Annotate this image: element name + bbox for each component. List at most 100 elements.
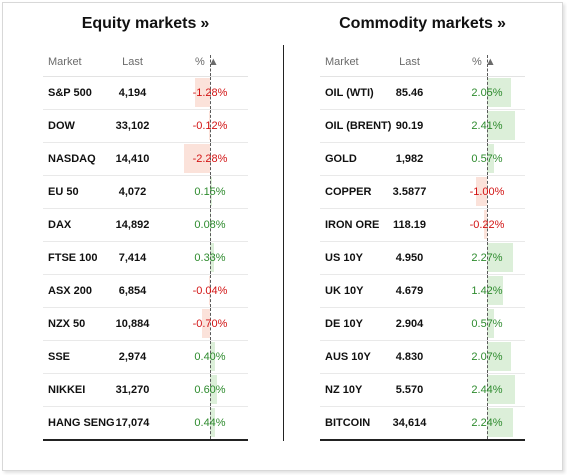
column-header-percent-sort[interactable]: % ▲ — [195, 56, 219, 68]
zero-axis-line — [210, 341, 211, 373]
column-header-market[interactable]: Market — [325, 56, 359, 68]
last-price: 90.19 — [395, 120, 424, 132]
table-row[interactable]: US 10Y 4.950 2.27% — [320, 242, 525, 275]
table-row[interactable]: IRON ORE 118.19 -0.22% — [320, 209, 525, 242]
zero-axis-line — [210, 143, 211, 175]
last-price: 4,072 — [118, 186, 147, 198]
percent-change-bar — [487, 309, 494, 338]
percent-change-bar — [210, 243, 214, 272]
last-price: 2,974 — [118, 351, 147, 363]
market-name: BITCOIN — [325, 417, 371, 429]
last-price: 3.5877 — [392, 186, 427, 198]
commodity-markets-panel: Commodity markets» Market Last % ▲ OIL (… — [320, 3, 525, 441]
table-row[interactable]: NZ 10Y 5.570 2.44% — [320, 374, 525, 407]
zero-axis-line — [210, 209, 211, 241]
market-name: SSE — [48, 351, 71, 363]
table-row[interactable]: AUS 10Y 4.830 2.07% — [320, 341, 525, 374]
column-header-last[interactable]: Last — [122, 56, 143, 68]
markets-widget: Equity markets» Market Last % ▲ S&P 500 4… — [2, 2, 563, 471]
percent-change-value: 0.33% — [194, 252, 226, 264]
percent-change-cell: 2.41% — [457, 110, 515, 142]
percent-change-cell: -1.28% — [180, 77, 227, 109]
table-row[interactable]: COPPER 3.5877 -1.00% — [320, 176, 525, 209]
column-header-last[interactable]: Last — [399, 56, 420, 68]
percent-change-bar — [195, 78, 210, 107]
last-price: 17,074 — [115, 417, 150, 429]
last-price: 2.904 — [395, 318, 424, 330]
percent-change-bar — [208, 111, 210, 140]
last-price: 6,854 — [118, 285, 147, 297]
percent-change-cell: 2.05% — [457, 77, 511, 109]
table-row[interactable]: NZX 50 10,884 -0.70% — [43, 308, 248, 341]
equity-markets-title-link[interactable]: Equity markets» — [43, 3, 248, 43]
table-row[interactable]: GOLD 1,982 0.57% — [320, 143, 525, 176]
percent-change-bar — [201, 309, 210, 338]
column-header-market[interactable]: Market — [48, 56, 82, 68]
table-row[interactable]: DOW 33,102 -0.12% — [43, 110, 248, 143]
zero-axis-line — [487, 341, 488, 373]
percent-change-value: -0.70% — [192, 318, 228, 330]
market-name: FTSE 100 — [48, 252, 98, 264]
table-row[interactable]: UK 10Y 4.679 1.42% — [320, 275, 525, 308]
percent-change-cell: -2.28% — [180, 143, 227, 175]
zero-axis-line — [210, 55, 211, 76]
zero-axis-line — [210, 308, 211, 340]
table-row[interactable]: HANG SENG 17,074 0.44% — [43, 407, 248, 441]
table-row[interactable]: BITCOIN 34,614 2.24% — [320, 407, 525, 441]
table-row[interactable]: S&P 500 4,194 -1.28% — [43, 77, 248, 110]
percent-change-value: 2.41% — [471, 120, 503, 132]
table-row[interactable]: SSE 2,974 0.40% — [43, 341, 248, 374]
zero-axis-line — [487, 55, 488, 76]
market-name: UK 10Y — [325, 285, 364, 297]
market-name: NZX 50 — [48, 318, 86, 330]
percent-change-value: 2.27% — [471, 252, 503, 264]
percent-change-bar — [487, 408, 513, 437]
percent-change-cell: 0.57% — [457, 308, 503, 340]
table-row[interactable]: NIKKEI 31,270 0.60% — [43, 374, 248, 407]
last-price: 14,410 — [115, 153, 150, 165]
zero-axis-line — [210, 374, 211, 406]
market-name: NIKKEI — [48, 384, 86, 396]
percent-change-bar — [210, 342, 215, 371]
commodity-markets-title: Commodity markets — [339, 15, 493, 32]
percent-change-value: 2.05% — [471, 87, 503, 99]
table-row[interactable]: ASX 200 6,854 -0.04% — [43, 275, 248, 308]
percent-change-value: 0.60% — [194, 384, 226, 396]
percent-change-value: -0.12% — [192, 120, 228, 132]
percent-change-bar — [487, 78, 511, 107]
zero-axis-line — [210, 110, 211, 142]
percent-change-bar — [475, 177, 487, 206]
market-name: OIL (WTI) — [325, 87, 374, 99]
percent-change-value: -2.28% — [192, 153, 228, 165]
percent-change-bar — [209, 276, 210, 305]
percent-change-bar — [487, 144, 494, 173]
market-name: GOLD — [325, 153, 357, 165]
percent-change-cell: 2.44% — [457, 374, 516, 406]
chevron-right-icon: » — [496, 15, 506, 32]
table-row[interactable]: DAX 14,892 0.08% — [43, 209, 248, 242]
percent-change-cell: -0.04% — [180, 275, 227, 307]
table-row[interactable]: FTSE 100 7,414 0.33% — [43, 242, 248, 275]
percent-change-bar — [210, 375, 217, 404]
percent-change-cell: 2.24% — [457, 407, 513, 439]
percent-change-value: 0.44% — [194, 417, 226, 429]
percent-change-cell: 0.57% — [457, 143, 503, 175]
percent-change-value: -0.22% — [469, 219, 505, 231]
table-row[interactable]: DE 10Y 2.904 0.57% — [320, 308, 525, 341]
last-price: 4.679 — [395, 285, 424, 297]
percent-change-cell: -0.12% — [180, 110, 227, 142]
percent-change-value: 2.07% — [471, 351, 503, 363]
commodity-markets-title-link[interactable]: Commodity markets» — [320, 3, 525, 43]
last-price: 4,194 — [118, 87, 147, 99]
market-name: COPPER — [325, 186, 372, 198]
column-header-percent-sort[interactable]: % ▲ — [472, 56, 496, 68]
table-row[interactable]: EU 50 4,072 0.15% — [43, 176, 248, 209]
percent-change-bar — [183, 144, 210, 173]
percent-change-cell: 0.33% — [180, 242, 226, 274]
table-row[interactable]: OIL (WTI) 85.46 2.05% — [320, 77, 525, 110]
table-row[interactable]: OIL (BRENT) 90.19 2.41% — [320, 110, 525, 143]
zero-axis-line — [210, 242, 211, 274]
table-row[interactable]: NASDAQ 14,410 -2.28% — [43, 143, 248, 176]
percent-change-cell: -1.00% — [457, 176, 504, 208]
market-name: DE 10Y — [325, 318, 363, 330]
